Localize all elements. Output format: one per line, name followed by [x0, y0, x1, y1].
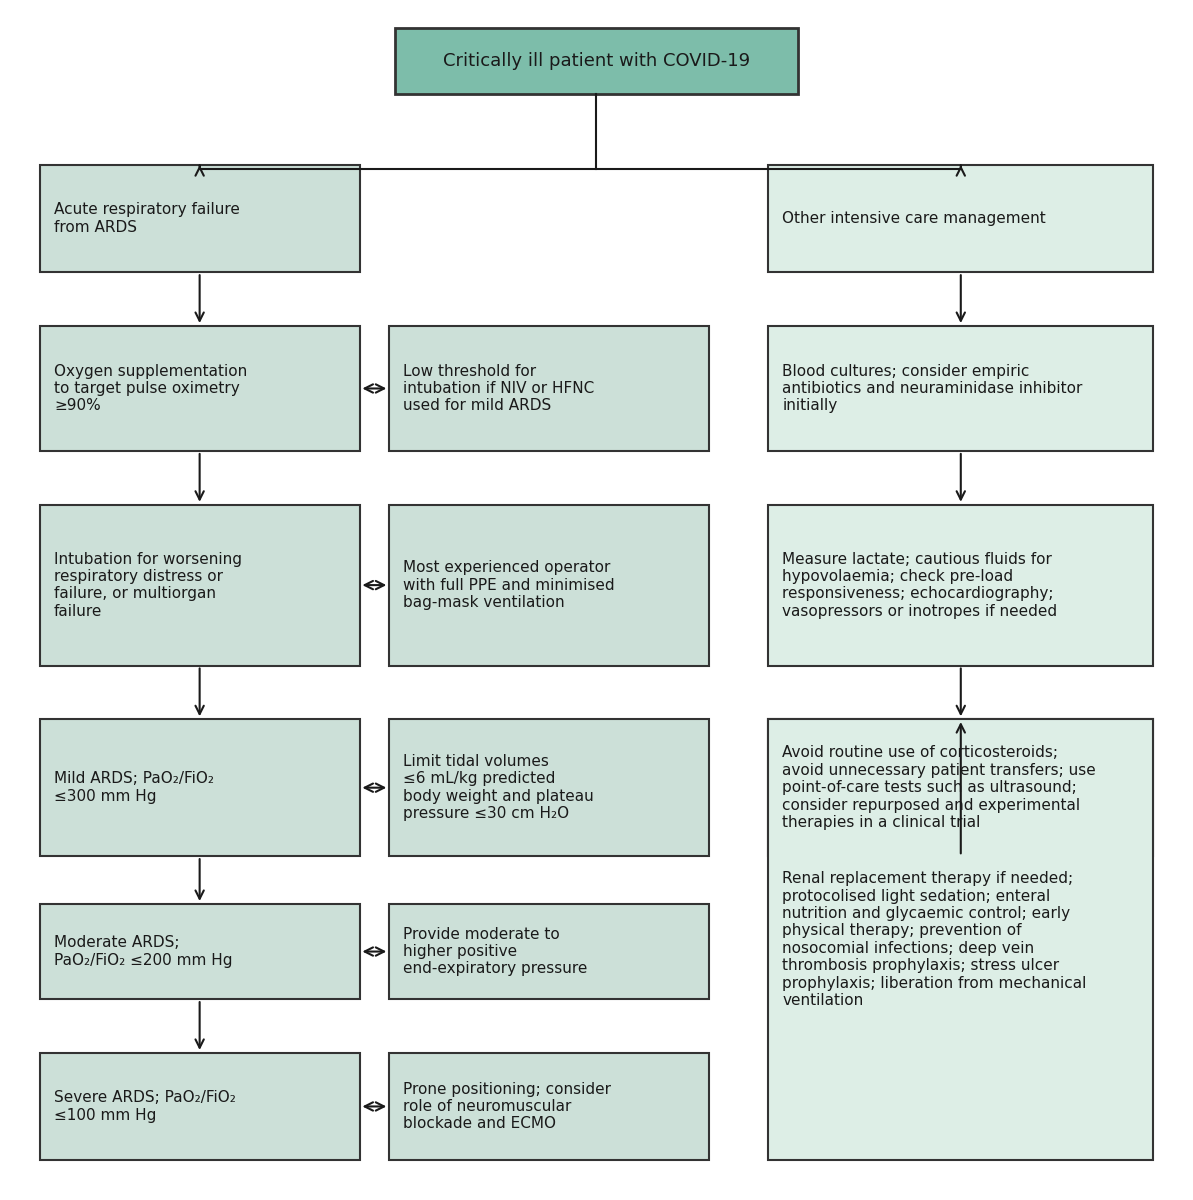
FancyBboxPatch shape — [389, 719, 709, 857]
FancyBboxPatch shape — [39, 326, 359, 451]
Text: Provide moderate to
higher positive
end-expiratory pressure: Provide moderate to higher positive end-… — [403, 926, 588, 977]
Text: Mild ARDS; PaO₂/FiO₂
≤300 mm Hg: Mild ARDS; PaO₂/FiO₂ ≤300 mm Hg — [54, 772, 214, 804]
Text: Blood cultures; consider empiric
antibiotics and neuraminidase inhibitor
initial: Blood cultures; consider empiric antibio… — [783, 364, 1083, 413]
FancyBboxPatch shape — [768, 166, 1154, 272]
FancyBboxPatch shape — [768, 719, 1154, 857]
Text: Measure lactate; cautious fluids for
hypovolaemia; check pre-load
responsiveness: Measure lactate; cautious fluids for hyp… — [783, 552, 1058, 619]
Text: Moderate ARDS;
PaO₂/FiO₂ ≤200 mm Hg: Moderate ARDS; PaO₂/FiO₂ ≤200 mm Hg — [54, 935, 233, 967]
FancyBboxPatch shape — [395, 28, 798, 94]
FancyBboxPatch shape — [389, 1052, 709, 1160]
Text: Avoid routine use of corticosteroids;
avoid unnecessary patient transfers; use
p: Avoid routine use of corticosteroids; av… — [783, 745, 1096, 830]
FancyBboxPatch shape — [768, 326, 1154, 451]
FancyBboxPatch shape — [389, 505, 709, 666]
Text: Most experienced operator
with full PPE and minimised
bag-mask ventilation: Most experienced operator with full PPE … — [403, 560, 616, 610]
FancyBboxPatch shape — [39, 1052, 359, 1160]
Text: Severe ARDS; PaO₂/FiO₂
≤100 mm Hg: Severe ARDS; PaO₂/FiO₂ ≤100 mm Hg — [54, 1091, 236, 1123]
Text: Low threshold for
intubation if NIV or HFNC
used for mild ARDS: Low threshold for intubation if NIV or H… — [403, 364, 594, 413]
Text: Oxygen supplementation
to target pulse oximetry
≥90%: Oxygen supplementation to target pulse o… — [54, 364, 247, 413]
FancyBboxPatch shape — [39, 166, 359, 272]
FancyBboxPatch shape — [768, 505, 1154, 666]
FancyBboxPatch shape — [768, 719, 1154, 1160]
Text: Prone positioning; consider
role of neuromuscular
blockade and ECMO: Prone positioning; consider role of neur… — [403, 1081, 611, 1132]
FancyBboxPatch shape — [39, 904, 359, 1000]
Text: Critically ill patient with COVID-19: Critically ill patient with COVID-19 — [443, 52, 750, 70]
Text: Other intensive care management: Other intensive care management — [783, 211, 1046, 226]
FancyBboxPatch shape — [389, 326, 709, 451]
Text: Acute respiratory failure
from ARDS: Acute respiratory failure from ARDS — [54, 203, 240, 235]
Text: Limit tidal volumes
≤6 mL/kg predicted
body weight and plateau
pressure ≤30 cm H: Limit tidal volumes ≤6 mL/kg predicted b… — [403, 754, 594, 821]
Text: Intubation for worsening
respiratory distress or
failure, or multiorgan
failure: Intubation for worsening respiratory dis… — [54, 552, 242, 619]
Text: Renal replacement therapy if needed;
protocolised light sedation; enteral
nutrit: Renal replacement therapy if needed; pro… — [783, 871, 1087, 1008]
FancyBboxPatch shape — [389, 904, 709, 1000]
FancyBboxPatch shape — [39, 505, 359, 666]
FancyBboxPatch shape — [39, 719, 359, 857]
